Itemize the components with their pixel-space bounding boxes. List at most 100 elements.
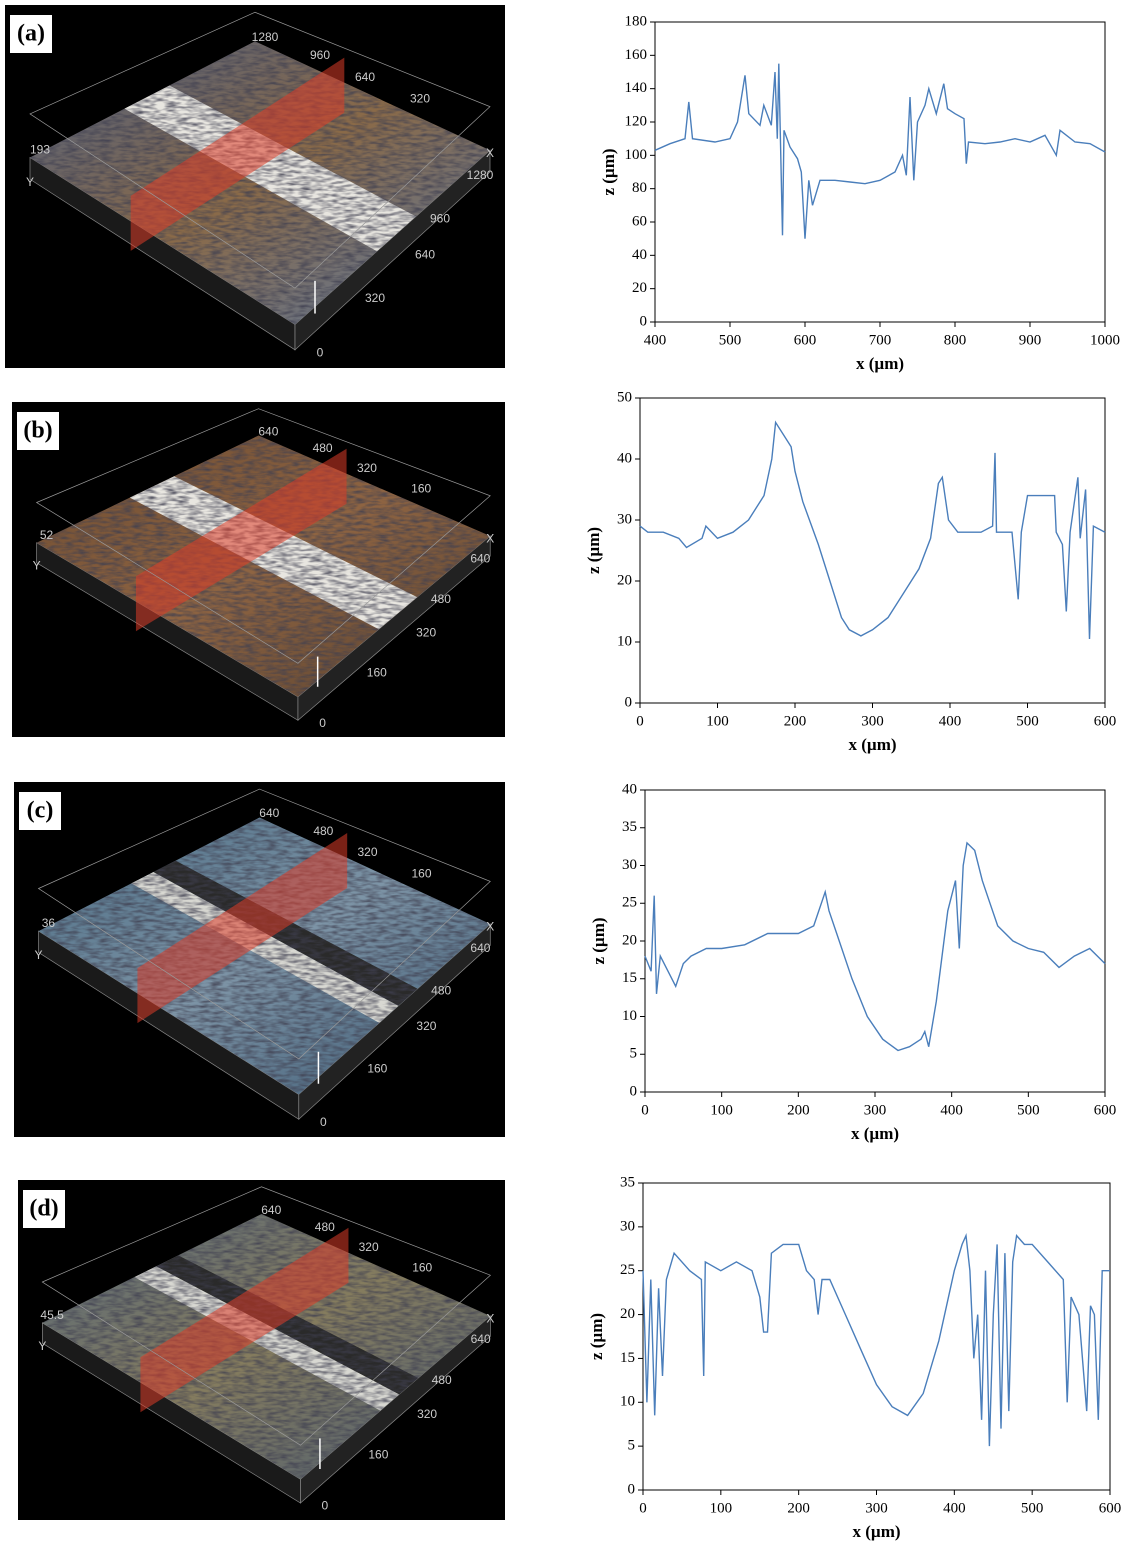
y-tick-label: 80 (632, 180, 647, 196)
image-axis-label: 320 (410, 92, 430, 106)
y-tick-label: 5 (630, 1046, 638, 1062)
x-tick-label: 300 (861, 713, 884, 729)
image-axis-label: 640 (471, 1332, 491, 1346)
y-tick-label: 20 (632, 280, 647, 296)
x-tick-label: 200 (787, 1500, 810, 1516)
image-axis-label: 960 (310, 48, 330, 62)
panel-label: (a) (17, 21, 45, 47)
panel-label: (d) (29, 1196, 58, 1222)
y-tick-label: 40 (622, 781, 637, 797)
x-tick-label: 100 (706, 713, 729, 729)
image-axis-label: 320 (416, 1019, 436, 1033)
y-tick-label: 140 (625, 80, 648, 96)
image-axis-label: 480 (431, 984, 451, 998)
y-tick-label: 20 (617, 572, 632, 588)
x-tick-label: 600 (1099, 1500, 1122, 1516)
x-tick-label: 100 (710, 1102, 733, 1118)
image-axis-label: 480 (315, 1220, 335, 1234)
image-axis-label: 640 (470, 941, 490, 955)
profile-line (639, 420, 1106, 640)
image-axis-label: 160 (412, 1261, 432, 1275)
x-tick-label: 500 (1016, 713, 1039, 729)
image-axis-label: 0 (319, 716, 326, 730)
section-plane (130, 57, 345, 251)
panel-label-box (10, 15, 52, 53)
image-axis-label: 640 (261, 1203, 281, 1217)
bounding-box (41, 1186, 492, 1446)
image-axis-label: 480 (432, 1373, 452, 1387)
x-tick-label: 0 (639, 1500, 647, 1516)
y-tick-label: 40 (617, 450, 632, 466)
section-plane (135, 448, 347, 632)
y-tick-label: 0 (625, 694, 633, 710)
plot-frame (654, 21, 1106, 323)
y-tick-label: 10 (620, 1394, 635, 1410)
y-axis-title: z (µm) (584, 527, 603, 574)
y-tick-label: 100 (625, 147, 648, 163)
image-axis-label: 320 (358, 845, 378, 859)
y-tick-label: 20 (620, 1306, 635, 1322)
image-axis-label: 160 (367, 1062, 387, 1076)
plot-frame (644, 789, 1106, 1093)
image-axis-label: 193 (30, 142, 50, 156)
image-axis-label: 640 (258, 424, 278, 438)
y-tick-label: 5 (628, 1438, 636, 1454)
y-tick-label: 120 (625, 113, 648, 129)
image-axis-label: X (486, 146, 494, 160)
image-axis-label: 36 (42, 916, 56, 930)
x-tick-label: 700 (869, 332, 892, 348)
y-tick-label: 25 (620, 1262, 635, 1278)
y-axis-title: z (µm) (587, 1313, 606, 1360)
image-axis-label: 320 (416, 625, 436, 639)
x-tick-label: 500 (1021, 1500, 1044, 1516)
y-tick-label: 15 (620, 1350, 635, 1366)
x-tick-label: 500 (1017, 1102, 1040, 1118)
image-axis-label: 45.5 (40, 1308, 64, 1322)
image-axis-label: 0 (321, 1499, 328, 1513)
x-tick-label: 300 (865, 1500, 888, 1516)
image-axis-label: 480 (431, 592, 451, 606)
bounding-box (35, 408, 491, 664)
x-tick-label: 800 (944, 332, 967, 348)
image-axis-label: 160 (368, 1448, 388, 1462)
x-tick-label: 100 (710, 1500, 733, 1516)
y-tick-label: 180 (625, 13, 648, 29)
x-axis-title: x (µm) (851, 1124, 899, 1143)
y-tick-label: 60 (632, 213, 647, 229)
image-axis-label: 320 (357, 461, 377, 475)
x-tick-label: 400 (943, 1500, 966, 1516)
image-axis-label: Y (33, 558, 41, 572)
x-axis-title: x (µm) (848, 735, 896, 754)
image-axis-label: Y (26, 175, 34, 189)
x-axis-title: x (µm) (852, 1522, 900, 1541)
y-tick-label: 50 (617, 389, 632, 405)
x-axis-title: x (µm) (856, 354, 904, 373)
plot-frame (642, 1182, 1111, 1491)
y-tick-label: 25 (622, 895, 637, 911)
image-axis-label: Y (35, 948, 43, 962)
profile-line (644, 841, 1106, 1052)
bounding-box (37, 788, 491, 1060)
image-axis-label: 52 (40, 528, 54, 542)
x-tick-label: 600 (1094, 713, 1117, 729)
surface-texture (30, 41, 490, 325)
image-axis-label: 0 (320, 1115, 327, 1129)
profile-line (654, 63, 1106, 239)
x-tick-label: 500 (719, 332, 742, 348)
panel-label: (b) (23, 418, 52, 444)
image-axis-label: 960 (430, 211, 450, 225)
x-tick-label: 400 (940, 1102, 963, 1118)
image-axis-label: X (486, 920, 494, 934)
image-axis-label: 480 (313, 824, 333, 838)
y-axis-title: z (µm) (589, 917, 608, 964)
surface-side (300, 1315, 491, 1504)
x-tick-label: 200 (784, 713, 807, 729)
surface-texture (36, 435, 491, 697)
image-axis-label: 160 (412, 866, 432, 880)
x-tick-label: 400 (644, 332, 667, 348)
image-axis-label: 320 (417, 1407, 437, 1421)
panel-label-box (17, 412, 59, 450)
profile-line (642, 1232, 1110, 1447)
y-tick-label: 10 (622, 1008, 637, 1024)
